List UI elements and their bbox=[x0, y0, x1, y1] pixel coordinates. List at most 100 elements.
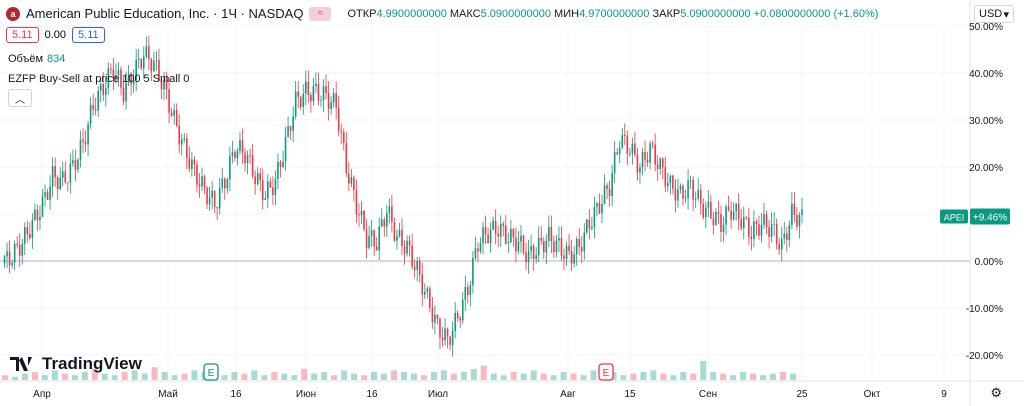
candle-body bbox=[535, 255, 537, 260]
candle-body bbox=[697, 189, 700, 199]
candle-body bbox=[618, 147, 621, 155]
volume-bar bbox=[131, 370, 138, 380]
y-tick-label: 0.00% bbox=[975, 257, 1003, 268]
candle-body bbox=[545, 240, 548, 253]
candle-body bbox=[793, 203, 796, 216]
candle-body bbox=[621, 135, 624, 148]
currency-select[interactable]: USD ▾ bbox=[974, 5, 1014, 23]
candle-body bbox=[355, 190, 358, 215]
volume-bar bbox=[371, 372, 378, 380]
candle-body bbox=[426, 288, 429, 292]
open-value: 4.9900000000 bbox=[376, 7, 447, 20]
volume-bar bbox=[490, 373, 497, 380]
candle-body bbox=[277, 161, 279, 180]
candle-body bbox=[317, 83, 320, 101]
volume-bar bbox=[101, 373, 108, 380]
tradingview-logo[interactable]: TradingView bbox=[10, 354, 142, 374]
candle-body bbox=[740, 219, 743, 229]
volume-bar bbox=[171, 375, 178, 380]
candle-body bbox=[26, 227, 29, 234]
settings-gear-icon[interactable]: ⚙ bbox=[990, 385, 1002, 400]
candle-body bbox=[307, 81, 310, 95]
candle-body bbox=[51, 166, 54, 187]
candle-body bbox=[517, 241, 520, 252]
sell-price-button[interactable]: 5.11 bbox=[6, 27, 39, 43]
candle-body bbox=[484, 227, 487, 235]
candle-body bbox=[391, 206, 393, 223]
volume-bar bbox=[151, 367, 158, 380]
candle-body bbox=[261, 180, 264, 200]
volume-bar bbox=[790, 373, 797, 380]
candle-body bbox=[132, 80, 135, 85]
volume-bar bbox=[580, 375, 587, 380]
high-value: 5.0900000000 bbox=[480, 7, 551, 20]
candle-body bbox=[8, 251, 11, 266]
candle-body bbox=[677, 189, 679, 201]
candle-body bbox=[451, 330, 454, 345]
volume-bar bbox=[570, 373, 577, 380]
y-tick-label: -20.00% bbox=[966, 351, 1003, 362]
candle-body bbox=[406, 240, 408, 254]
candle-body bbox=[722, 224, 725, 232]
candle-body bbox=[206, 187, 208, 205]
candle-body bbox=[256, 173, 259, 185]
volume-bar bbox=[341, 370, 348, 380]
candle-body bbox=[3, 256, 6, 264]
candle-body bbox=[474, 248, 477, 258]
volume-bar bbox=[440, 370, 447, 380]
candle-body bbox=[322, 86, 325, 101]
compare-icon[interactable]: ≈ bbox=[309, 6, 332, 21]
candle-body bbox=[325, 86, 327, 93]
x-tick-label: 15 bbox=[624, 389, 636, 400]
volume-bar bbox=[700, 360, 707, 380]
candle-body bbox=[292, 116, 294, 131]
volume-bar bbox=[21, 373, 28, 380]
collapse-legend-button[interactable]: ︿ bbox=[8, 89, 32, 107]
candle-body bbox=[358, 214, 360, 216]
candle-body bbox=[588, 219, 591, 229]
candle-body bbox=[269, 181, 272, 188]
y-tick-label: -10.00% bbox=[966, 304, 1003, 315]
candle-body bbox=[730, 210, 732, 220]
candle-body bbox=[715, 212, 717, 226]
x-tick-label: Апр bbox=[33, 389, 51, 400]
candle-body bbox=[586, 219, 588, 233]
candle-body bbox=[667, 183, 669, 187]
candle-body bbox=[459, 318, 462, 321]
candle-body bbox=[315, 83, 317, 87]
candle-body bbox=[634, 143, 636, 155]
candle-body bbox=[656, 164, 659, 170]
candle-body bbox=[788, 224, 791, 240]
candle-body bbox=[436, 314, 439, 319]
x-tick-label: Июл bbox=[428, 389, 448, 400]
candle-body bbox=[175, 109, 178, 126]
candle-body bbox=[246, 155, 249, 163]
candle-body bbox=[563, 255, 565, 259]
candle-body bbox=[497, 233, 500, 237]
candle-body bbox=[34, 209, 36, 220]
volume-legend[interactable]: Объём 834 bbox=[8, 53, 65, 65]
symbol-title[interactable]: American Public Education, Inc. · 1Ч · N… bbox=[26, 6, 304, 21]
buy-price-button[interactable]: 5.11 bbox=[72, 27, 105, 43]
last-change-label: +9.46% bbox=[973, 213, 1007, 224]
x-tick-label: 25 bbox=[796, 389, 808, 400]
candle-body bbox=[302, 93, 305, 107]
candle-body bbox=[626, 135, 629, 154]
candle-body bbox=[216, 207, 218, 209]
candle-body bbox=[735, 203, 737, 212]
indicator-legend[interactable]: EZFP Buy-Sell at price 100 5 Small 0 bbox=[8, 73, 190, 85]
candle-body bbox=[727, 206, 730, 211]
candle-body bbox=[112, 69, 115, 79]
candle-body bbox=[107, 68, 110, 89]
candle-body bbox=[684, 198, 687, 200]
candle-body bbox=[87, 123, 89, 145]
volume-bar bbox=[121, 372, 128, 380]
candle-body bbox=[370, 230, 373, 236]
candle-body bbox=[601, 203, 603, 214]
candle-body bbox=[211, 190, 213, 198]
candle-body bbox=[54, 166, 56, 178]
candle-body bbox=[421, 274, 424, 295]
candle-body bbox=[464, 287, 467, 300]
candle-body bbox=[284, 136, 287, 162]
